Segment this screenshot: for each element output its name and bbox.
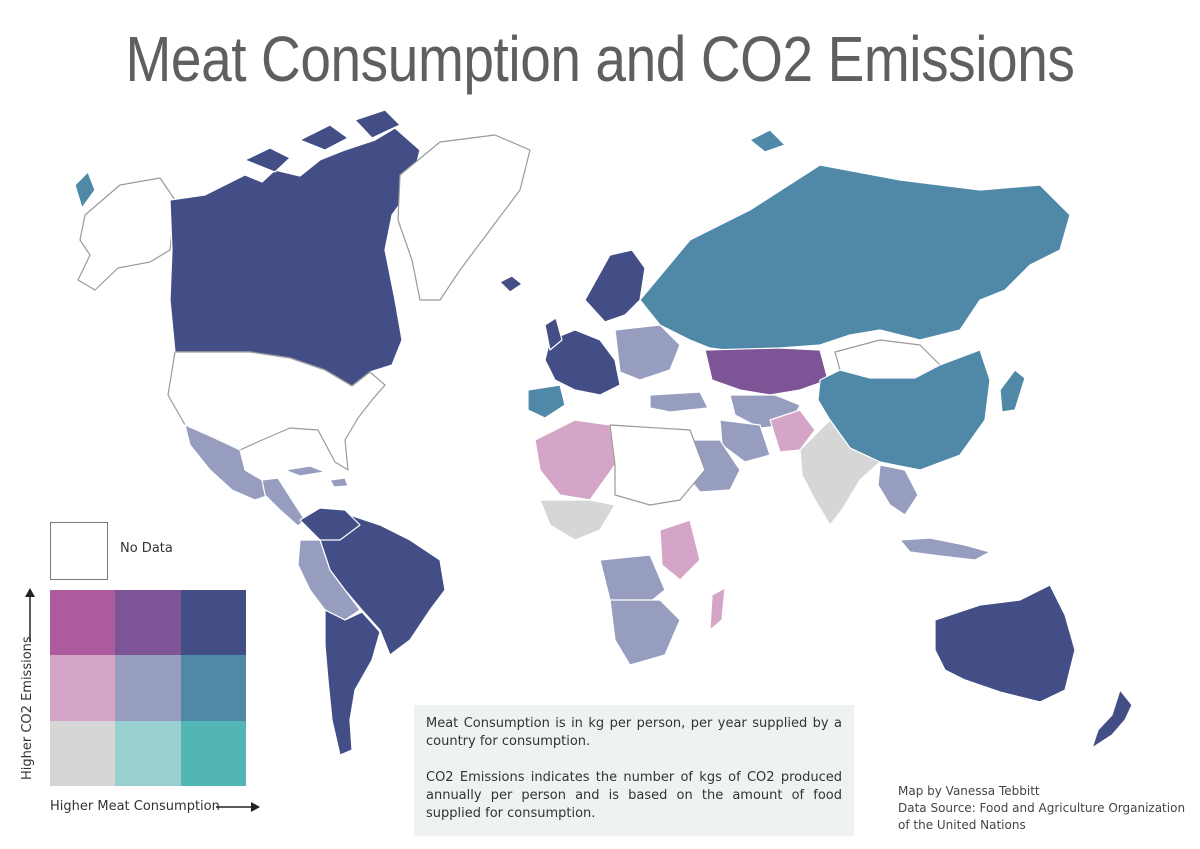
region-southern-africa [609, 599, 681, 666]
region-iberia [527, 384, 566, 419]
credit-author: Map by Vanessa Tebbitt [898, 784, 1040, 798]
region-east-africa [659, 519, 701, 581]
region-africa-nodata [609, 424, 706, 506]
region-canada [169, 127, 421, 387]
region-se-asia [877, 464, 919, 516]
region-new-zealand [1091, 689, 1133, 749]
region-caribbean [284, 465, 349, 488]
legend-cell-mid-co2-high-meat [180, 655, 246, 721]
region-peru-bolivia [297, 539, 361, 621]
region-north-africa [534, 419, 616, 501]
x-axis-arrow-icon [216, 802, 260, 812]
region-japan [999, 369, 1026, 413]
legend-x-axis-label: Higher Meat Consumption [50, 799, 220, 814]
legend-cell-high-co2-mid-meat [115, 590, 181, 656]
region-uk [544, 317, 563, 351]
region-indonesia [899, 537, 991, 561]
note-consumption: Meat Consumption is in kg per person, pe… [426, 716, 842, 749]
legend-cell-low-co2-high-meat [180, 720, 246, 786]
region-alaska-island [74, 171, 96, 209]
region-russia [639, 164, 1071, 353]
credit-block: Map by Vanessa Tebbitt Data Source: Food… [898, 783, 1198, 834]
credit-source: Data Source: Food and Agriculture Organi… [898, 801, 1186, 832]
region-madagascar [709, 587, 726, 631]
region-australia [934, 584, 1076, 703]
region-kazakhstan [704, 347, 829, 396]
y-axis-arrow-icon [25, 588, 35, 642]
region-west-africa [539, 499, 616, 541]
bivariate-legend-grid [50, 590, 246, 786]
legend-no-data-label: No Data [120, 541, 173, 556]
region-greenland [397, 134, 531, 301]
legend-cell-mid-co2-low-meat [50, 655, 116, 721]
legend-cell-high-co2-high-meat [180, 590, 246, 656]
legend-y-axis-label: Higher CO2 Emissions [20, 636, 35, 780]
region-central-america [261, 477, 306, 527]
legend-cell-high-co2-low-meat [50, 590, 116, 656]
region-alaska [77, 177, 176, 291]
region-pakistan [769, 409, 816, 453]
region-scandinavia [584, 249, 646, 323]
region-svalbard [749, 129, 786, 153]
note-emissions: CO2 Emissions indicates the number of kg… [426, 770, 842, 821]
region-eastern-europe [614, 324, 681, 381]
region-india [799, 419, 881, 526]
legend-cell-low-co2-low-meat [50, 720, 116, 786]
region-argentina-chile [324, 609, 381, 756]
region-iran [719, 419, 771, 463]
region-canada-islands [244, 109, 401, 173]
legend-no-data-swatch [50, 522, 108, 580]
region-iceland [499, 275, 523, 293]
legend-cell-mid-co2-mid-meat [115, 655, 181, 721]
region-western-europe [544, 329, 621, 396]
page-title: Meat Consumption and CO2 Emissions [125, 23, 1075, 95]
notes-panel: Meat Consumption is in kg per person, pe… [414, 705, 854, 836]
legend-cell-low-co2-mid-meat [115, 720, 181, 786]
region-turkey [649, 391, 709, 413]
